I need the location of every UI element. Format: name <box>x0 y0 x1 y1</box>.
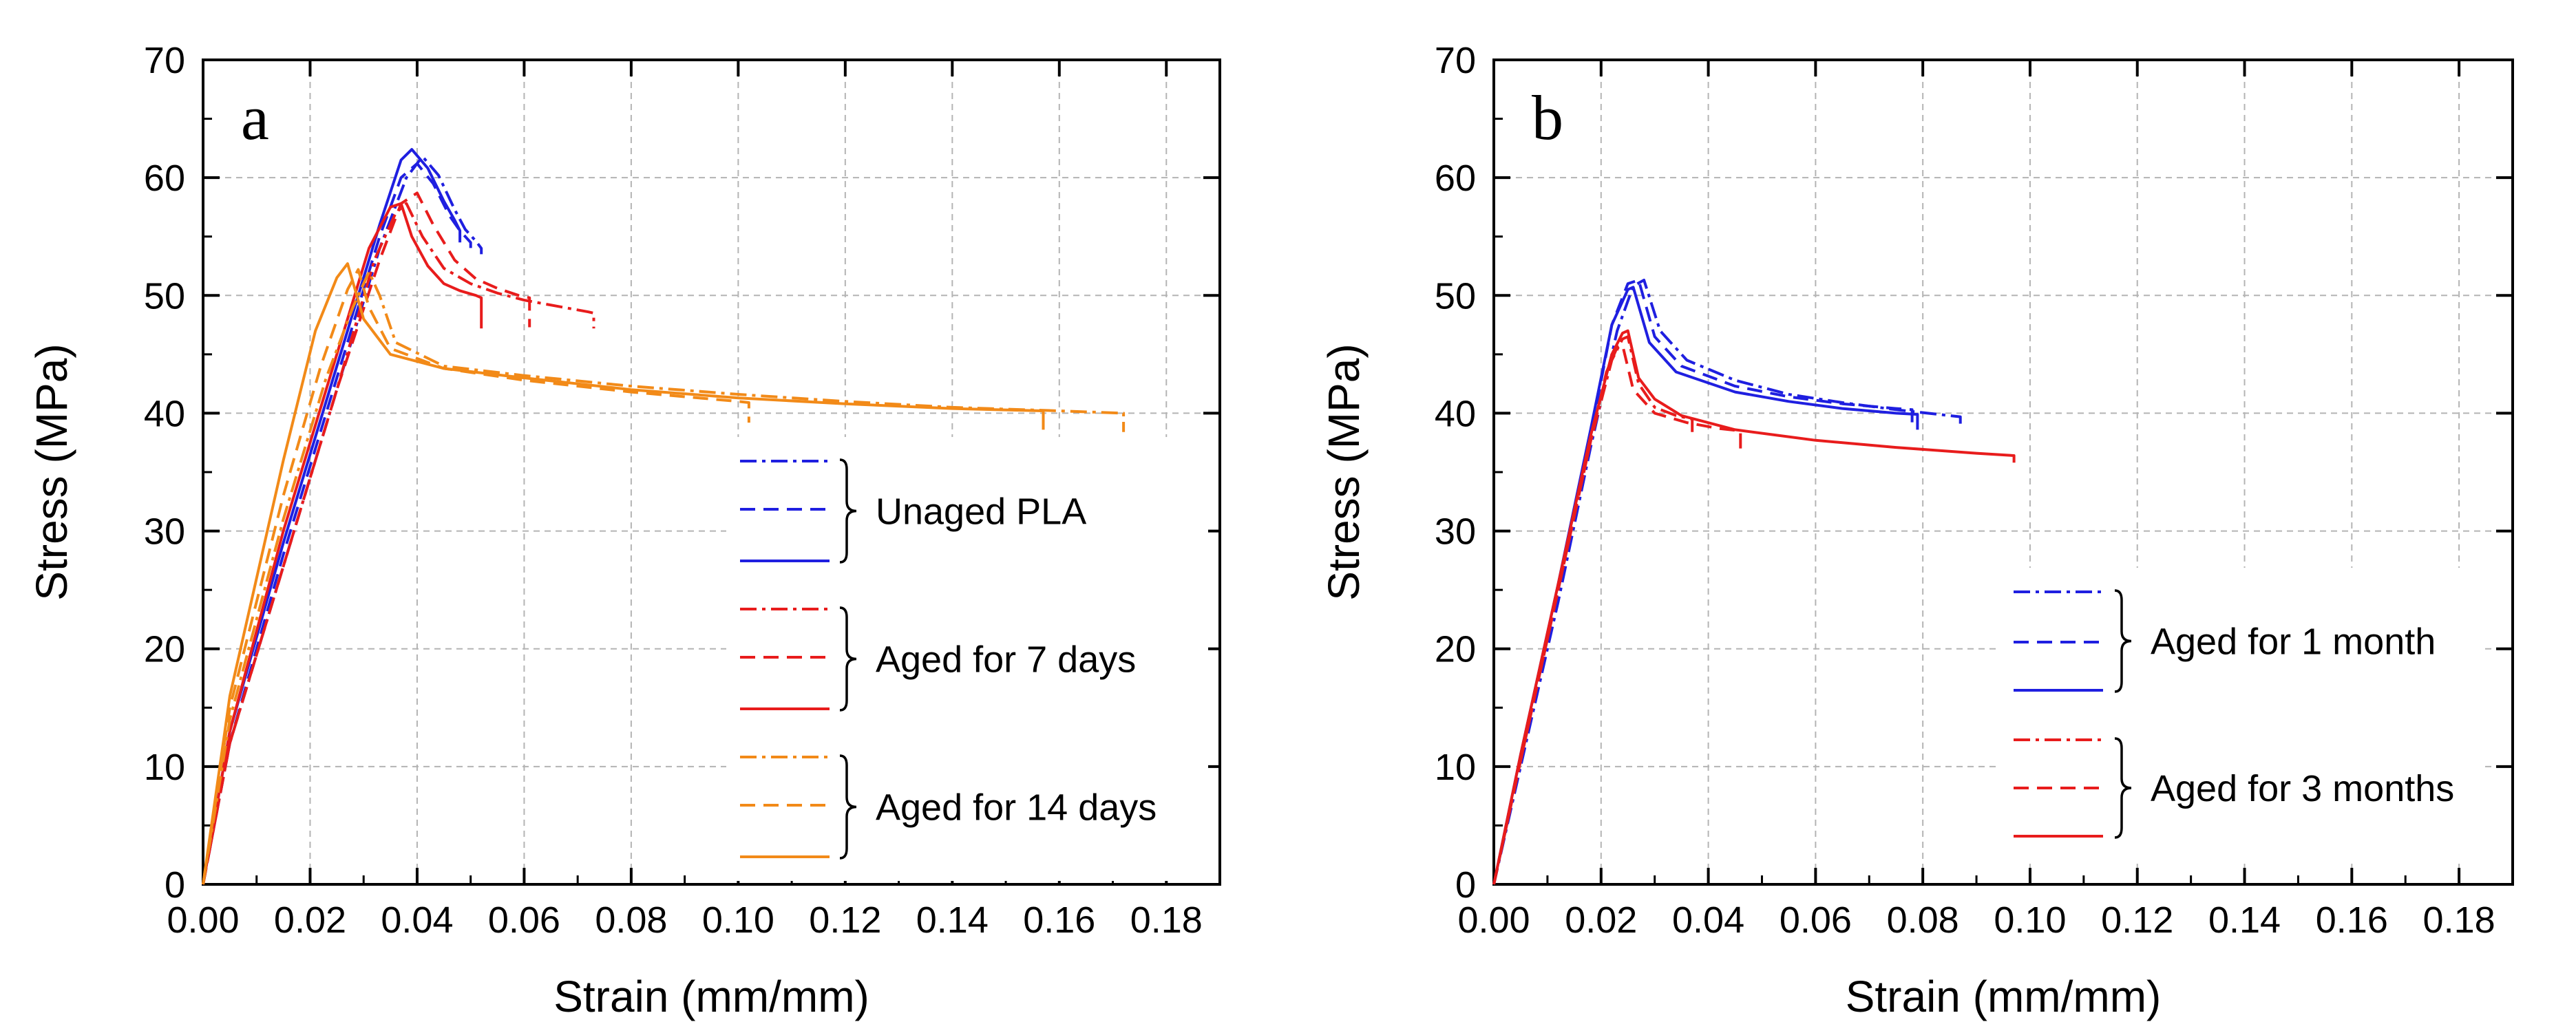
series-line-0-5 <box>202 202 483 885</box>
series-line-0-1 <box>202 162 472 885</box>
legend-label: Aged for 1 month <box>2151 621 2436 663</box>
x-tick-label: 0.16 <box>1023 899 1095 941</box>
y-tick-label: 0 <box>1455 864 1476 906</box>
y-tick-label: 30 <box>144 511 185 553</box>
x-tick-label: 0.14 <box>916 899 989 941</box>
series-line-1-4 <box>1492 343 1742 885</box>
y-tick-label: 30 <box>1435 511 1476 553</box>
y-tick-label: 20 <box>144 629 185 670</box>
x-tick-label: 0.08 <box>1887 899 1959 941</box>
y-tick-label: 10 <box>144 747 185 788</box>
y-tick-label: 50 <box>1435 275 1476 317</box>
series-line-1-1 <box>1492 279 1914 885</box>
x-tick-label: 0.04 <box>381 899 453 941</box>
x-tick-label: 0.10 <box>1994 899 2066 941</box>
x-tick-label: 0.16 <box>2316 899 2388 941</box>
legend-label: Aged for 14 days <box>876 787 1157 829</box>
y-tick-label: 60 <box>1435 158 1476 199</box>
panel-label: a <box>241 83 269 153</box>
legend: Aged for 1 month Aged for 3 months <box>2000 568 2482 860</box>
x-tick-label: 0.10 <box>702 899 774 941</box>
x-tick-label: 0.00 <box>167 899 239 941</box>
x-tick-label: 0.18 <box>1130 899 1203 941</box>
x-tick-label: 0.12 <box>809 899 881 941</box>
x-tick-label: 0.14 <box>2208 899 2281 941</box>
legend-background <box>2000 568 2482 860</box>
x-tick-label: 0.06 <box>1780 899 1852 941</box>
y-axis-title: Stress (MPa) <box>1319 343 1369 600</box>
y-tick-label: 10 <box>1435 747 1476 788</box>
y-tick-label: 50 <box>144 275 185 317</box>
legend-label: Aged for 7 days <box>876 639 1136 681</box>
x-tick-label: 0.02 <box>1565 899 1637 941</box>
x-tick-label: 0.12 <box>2101 899 2173 941</box>
legend-background <box>726 437 1208 881</box>
series-line-0-8 <box>202 262 1045 885</box>
legend-brace <box>2114 589 2132 693</box>
y-tick-label: 70 <box>1435 40 1476 81</box>
series-line-0-3 <box>202 202 595 885</box>
x-tick-label: 0.18 <box>2423 899 2495 941</box>
legend-brace <box>839 754 857 860</box>
chart-panel-a: 0.00 0.02 0.04 0.06 0.08 0.10 0.12 0.14 0.16 0.18… <box>27 40 1221 1021</box>
series-line-1-5 <box>1492 329 2016 885</box>
x-tick-label: 0.00 <box>1457 899 1530 941</box>
x-tick-label: 0.02 <box>274 899 346 941</box>
x-tick-label: 0.04 <box>1672 899 1744 941</box>
legend-brace <box>2114 737 2132 839</box>
y-tick-label: 0 <box>165 864 185 906</box>
y-tick-label: 70 <box>144 40 185 81</box>
x-axis-title: Strain (mm/mm) <box>553 972 869 1021</box>
chart-panel-b: 0.00 0.02 0.04 0.06 0.08 0.10 0.12 0.14 0.16 0.18… <box>1319 40 2514 1021</box>
x-tick-label: 0.08 <box>595 899 667 941</box>
panel-label: b <box>1532 83 1563 153</box>
legend-brace <box>839 458 857 564</box>
x-axis-title: Strain (mm/mm) <box>1846 972 2162 1021</box>
legend: Unaged PLA Aged for 7 days Aged for 14 day… <box>726 437 1208 881</box>
series-line-0-2 <box>202 148 462 885</box>
y-axis-title: Stress (MPa) <box>27 343 76 600</box>
y-tick-label: 60 <box>144 158 185 199</box>
legend-brace <box>839 606 857 712</box>
series-line-0-0 <box>202 155 483 885</box>
y-tick-label: 20 <box>1435 629 1476 670</box>
series-line-0-4 <box>202 191 531 885</box>
y-tick-label: 40 <box>144 393 185 434</box>
legend-label: Unaged PLA <box>876 491 1086 533</box>
x-tick-label: 0.06 <box>488 899 560 941</box>
legend-label: Aged for 3 months <box>2151 768 2454 809</box>
y-tick-label: 40 <box>1435 393 1476 434</box>
series-line-1-0 <box>1492 279 1962 885</box>
series-line-0-7 <box>202 268 750 885</box>
